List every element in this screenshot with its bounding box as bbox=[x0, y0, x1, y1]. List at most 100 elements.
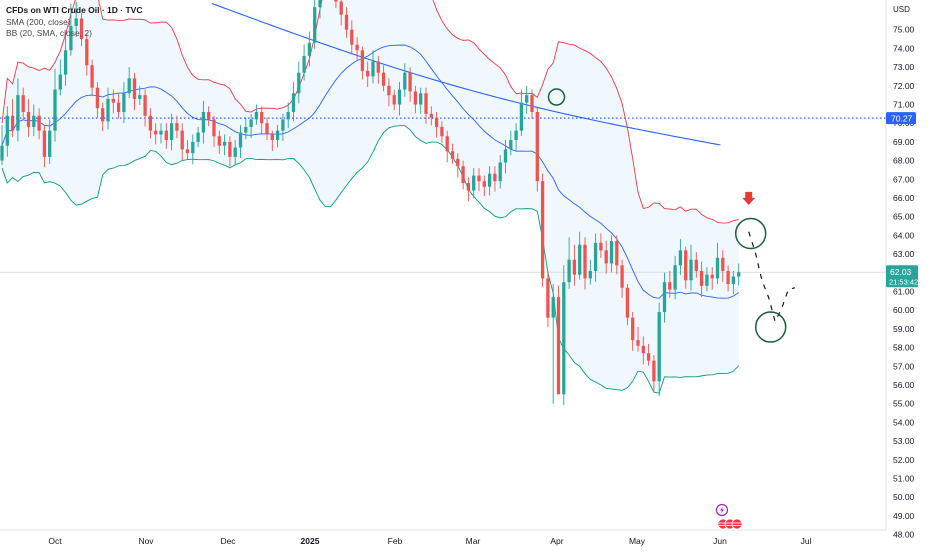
candle-body[interactable] bbox=[403, 72, 407, 90]
candle[interactable] bbox=[609, 235, 614, 273]
candle[interactable] bbox=[715, 242, 720, 285]
candle[interactable] bbox=[48, 119, 52, 165]
candle-body[interactable] bbox=[525, 95, 529, 103]
candle-body[interactable] bbox=[567, 259, 571, 283]
candle-body[interactable] bbox=[705, 274, 709, 286]
candle-body[interactable] bbox=[69, 25, 73, 51]
candle-body[interactable] bbox=[588, 270, 592, 279]
candle[interactable] bbox=[127, 67, 131, 99]
down-arrow-icon[interactable] bbox=[742, 191, 756, 205]
candle-body[interactable] bbox=[132, 78, 137, 99]
candle-body[interactable] bbox=[726, 270, 730, 285]
candle[interactable] bbox=[546, 270, 550, 328]
candle[interactable] bbox=[212, 115, 216, 147]
candle[interactable] bbox=[705, 267, 709, 292]
candle[interactable] bbox=[69, 3, 73, 56]
candle-body[interactable] bbox=[684, 250, 688, 281]
candle[interactable] bbox=[381, 65, 386, 92]
candle[interactable] bbox=[397, 82, 402, 116]
candle-body[interactable] bbox=[737, 272, 741, 277]
candle[interactable] bbox=[578, 231, 582, 280]
candle-body[interactable] bbox=[249, 119, 253, 127]
candle-body[interactable] bbox=[111, 98, 115, 103]
candle[interactable] bbox=[673, 255, 677, 300]
candle-body[interactable] bbox=[615, 241, 619, 266]
events-layer[interactable] bbox=[715, 503, 743, 530]
chart-legend[interactable]: CFDs on WTI Crude Oil · 1D · TVC SMA (20… bbox=[6, 5, 142, 40]
candle-body[interactable] bbox=[201, 111, 206, 133]
candle[interactable] bbox=[148, 108, 153, 139]
candle-body[interactable] bbox=[196, 132, 200, 142]
candle[interactable] bbox=[498, 154, 502, 189]
candle[interactable] bbox=[604, 241, 608, 274]
candle[interactable] bbox=[5, 106, 9, 157]
candle[interactable] bbox=[514, 123, 518, 152]
candle[interactable] bbox=[0, 125, 4, 166]
candle-body[interactable] bbox=[0, 145, 4, 161]
candle-body[interactable] bbox=[265, 123, 269, 135]
candle[interactable] bbox=[652, 355, 656, 393]
candle-body[interactable] bbox=[275, 130, 280, 141]
candle[interactable] bbox=[503, 140, 508, 174]
candle-body[interactable] bbox=[609, 241, 614, 264]
candle[interactable] bbox=[122, 82, 126, 124]
candle-body[interactable] bbox=[58, 74, 62, 90]
candle[interactable] bbox=[588, 259, 592, 285]
candle[interactable] bbox=[646, 343, 651, 366]
candle[interactable] bbox=[519, 89, 524, 136]
candle[interactable] bbox=[456, 153, 460, 178]
candle-body[interactable] bbox=[207, 111, 211, 120]
candle[interactable] bbox=[387, 78, 391, 107]
candle[interactable] bbox=[710, 267, 714, 290]
candle-body[interactable] bbox=[376, 61, 380, 73]
candle-body[interactable] bbox=[350, 29, 354, 45]
candle[interactable] bbox=[254, 104, 259, 125]
candle-body[interactable] bbox=[583, 244, 587, 279]
candle[interactable] bbox=[175, 115, 179, 139]
candle[interactable] bbox=[32, 104, 36, 137]
candle-body[interactable] bbox=[313, 7, 317, 43]
annotation-circle[interactable] bbox=[754, 311, 787, 343]
candle[interactable] bbox=[138, 85, 142, 105]
candle-body[interactable] bbox=[185, 149, 190, 154]
candle-body[interactable] bbox=[620, 265, 624, 288]
candle-body[interactable] bbox=[371, 61, 375, 77]
candle[interactable] bbox=[392, 89, 396, 111]
candle[interactable] bbox=[551, 284, 555, 404]
candle-body[interactable] bbox=[413, 91, 418, 105]
candle-body[interactable] bbox=[233, 147, 237, 157]
candle-body[interactable] bbox=[503, 149, 508, 163]
time-axis[interactable]: Oct Nov Dec 2025 Feb Mar Apr May Jun Jul bbox=[0, 529, 886, 546]
candle-body[interactable] bbox=[715, 257, 720, 279]
candle[interactable] bbox=[191, 134, 195, 165]
candle[interactable] bbox=[154, 123, 158, 145]
candle-body[interactable] bbox=[53, 89, 57, 131]
candle-body[interactable] bbox=[334, 0, 338, 2]
candle[interactable] bbox=[74, 1, 78, 37]
candle-body[interactable] bbox=[355, 44, 359, 51]
candle-body[interactable] bbox=[625, 287, 630, 318]
candle-body[interactable] bbox=[434, 117, 439, 127]
candle-body[interactable] bbox=[530, 95, 534, 112]
candle[interactable] bbox=[615, 235, 619, 275]
candle[interactable] bbox=[535, 106, 539, 192]
candle[interactable] bbox=[207, 106, 211, 127]
candle-body[interactable] bbox=[116, 102, 121, 112]
candle[interactable] bbox=[10, 98, 15, 138]
candle[interactable] bbox=[376, 55, 380, 84]
candle[interactable] bbox=[339, 0, 343, 26]
candle[interactable] bbox=[85, 33, 89, 76]
candle-body[interactable] bbox=[487, 173, 492, 187]
candle-body[interactable] bbox=[652, 360, 656, 382]
candle[interactable] bbox=[344, 7, 349, 38]
candle-body[interactable] bbox=[440, 126, 444, 137]
candle[interactable] bbox=[530, 89, 534, 119]
candle[interactable] bbox=[572, 244, 577, 286]
candle[interactable] bbox=[233, 140, 237, 166]
candle-body[interactable] bbox=[148, 115, 153, 131]
candle[interactable] bbox=[307, 31, 312, 67]
candle-body[interactable] bbox=[387, 85, 391, 96]
candle-body[interactable] bbox=[731, 276, 736, 285]
candle[interactable] bbox=[657, 302, 661, 397]
